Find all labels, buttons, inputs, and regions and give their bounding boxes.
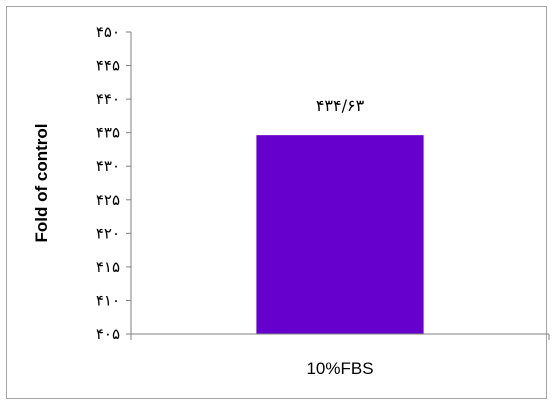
bar-value-label: ۴۳۴/۶۳ [316, 96, 365, 115]
y-tick-label: ۴۲۰ [96, 224, 120, 242]
bar [256, 135, 424, 334]
y-tick-label: ۴۱۰ [96, 291, 120, 309]
y-tick-label: ۴۴۵ [96, 57, 120, 75]
y-tick-label: ۴۲۵ [96, 191, 120, 209]
y-tick-label: ۴۴۰ [96, 90, 120, 108]
y-tick-label: ۴۱۵ [96, 258, 120, 276]
y-tick-label: ۴۳۰ [96, 157, 120, 175]
x-category-label: 10%FBS [306, 359, 373, 378]
bars: ۴۳۴/۶۳ 10%FBS [256, 96, 424, 378]
y-tick-label: ۴۳۵ [96, 124, 120, 142]
y-tick-label: ۴۰۵ [96, 325, 120, 343]
y-axis-title: Fold of control [32, 124, 51, 243]
y-tick-label: ۴۵۰ [96, 23, 120, 41]
y-axis-ticks: ۴۰۵ ۴۱۰ ۴۱۵ ۴۲۰ ۴۲۵ ۴۳۰ ۴۳۵ ۴۴۰ ۴۴۵ ۴۵۰ [96, 23, 550, 343]
